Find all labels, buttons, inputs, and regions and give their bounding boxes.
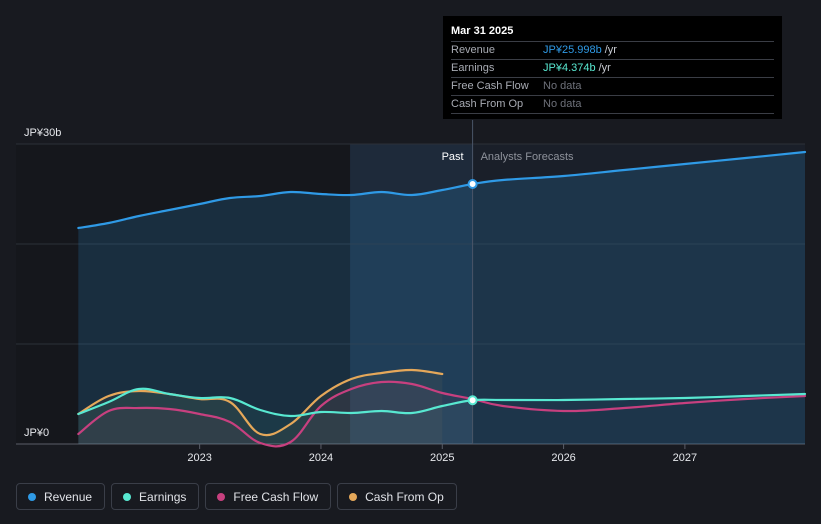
legend-item-revenue[interactable]: Revenue	[16, 483, 106, 510]
x-tick-label: 2027	[673, 452, 697, 464]
revenue-dot-icon	[28, 492, 36, 501]
tooltip-value: JP¥25.998b	[543, 44, 602, 56]
legend-label: Cash From Op	[365, 489, 444, 504]
tooltip-row-fcf: Free Cash Flow No data	[451, 78, 774, 96]
legend-item-earnings[interactable]: Earnings	[111, 483, 200, 510]
legend: Revenue Earnings Free Cash Flow Cash Fro…	[16, 483, 457, 510]
past-label: Past	[442, 151, 464, 163]
tooltip-label: Free Cash Flow	[451, 80, 529, 92]
y-tick-label: JP¥0	[24, 427, 49, 439]
cash-from-op-dot-icon	[349, 492, 358, 501]
legend-label: Revenue	[44, 489, 93, 504]
x-tick-label: 2026	[551, 452, 575, 464]
revenue-marker	[467, 179, 478, 190]
earnings-marker	[467, 395, 478, 406]
x-tick-label: 2024	[309, 452, 333, 464]
x-tick-label: 2025	[430, 452, 454, 464]
y-tick-label: JP¥30b	[24, 127, 61, 139]
cash-from-op-line	[77, 368, 444, 437]
forecast-label: Analysts Forecasts	[481, 151, 574, 163]
tooltip-label: Earnings	[451, 62, 495, 74]
x-tick-label: 2023	[187, 452, 211, 464]
tooltip-value: No data	[543, 98, 582, 110]
legend-item-free-cash-flow[interactable]: Free Cash Flow	[205, 483, 332, 510]
past-background	[16, 144, 351, 444]
tooltip-unit: /yr	[598, 62, 611, 74]
free-cash-flow-line	[77, 380, 807, 448]
revenue-line	[77, 150, 807, 230]
revenue-area	[78, 152, 805, 444]
tooltip-row-cfo: Cash From Op No data	[451, 96, 774, 114]
earnings-area	[78, 388, 473, 444]
tooltip-row-earnings: Earnings JP¥4.374b /yr	[451, 60, 774, 78]
tooltip-label: Cash From Op	[451, 98, 524, 110]
tooltip: Mar 31 2025 Revenue JP¥25.998b /yr Earni…	[443, 16, 782, 119]
earnings-dot-icon	[123, 492, 132, 501]
legend-label: Earnings	[139, 489, 187, 504]
tooltip-value: JP¥4.374b	[543, 62, 596, 74]
tooltip-date: Mar 31 2025	[451, 23, 774, 42]
forecast-background	[472, 144, 805, 444]
earnings-line	[77, 387, 807, 418]
tooltip-label: Revenue	[451, 44, 496, 56]
tooltip-unit: /yr	[604, 44, 617, 56]
tooltip-row-revenue: Revenue JP¥25.998b /yr	[451, 42, 774, 60]
free-cash-flow-dot-icon	[217, 492, 226, 501]
tooltip-value: No data	[543, 80, 582, 92]
legend-label: Free Cash Flow	[233, 489, 319, 504]
free-cash-flow-area	[78, 381, 473, 447]
legend-item-cash-from-op[interactable]: Cash From Op	[337, 483, 457, 510]
